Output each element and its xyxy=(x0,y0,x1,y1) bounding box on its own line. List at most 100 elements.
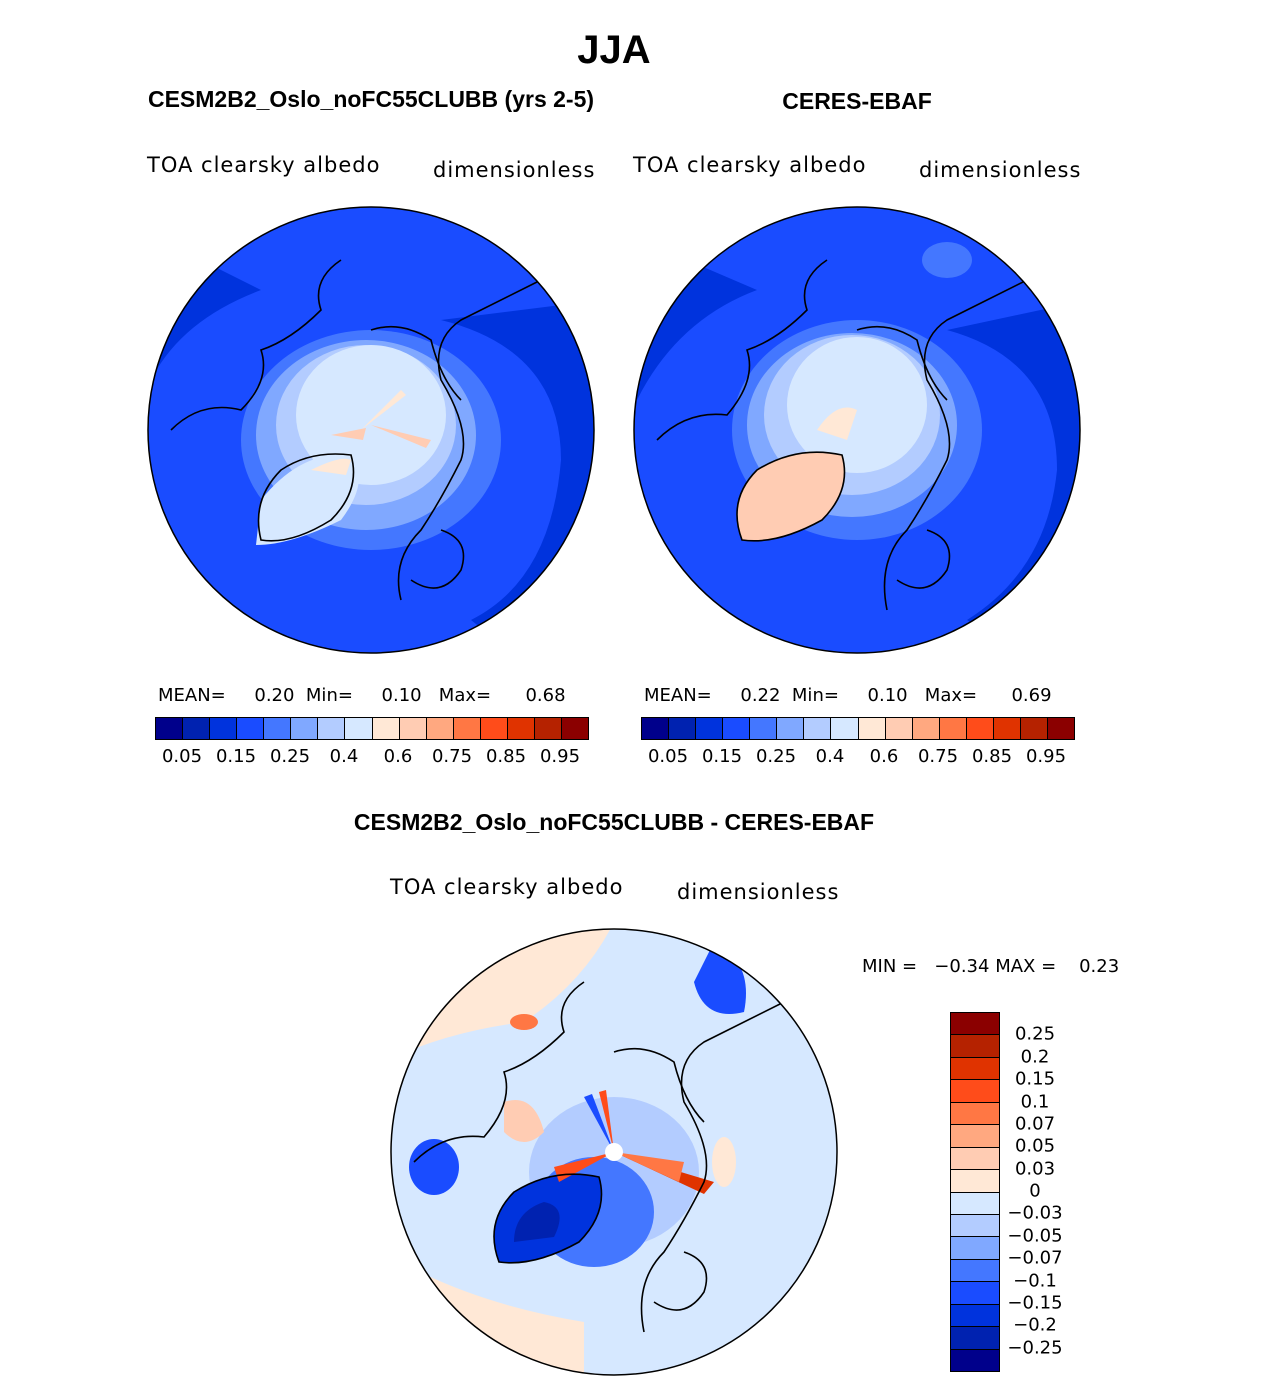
colorbar-swatch xyxy=(264,718,292,739)
colorbar-swatch xyxy=(1020,718,1048,739)
colorbar-tick-label: 0.4 xyxy=(329,746,359,767)
colorbar-swatch xyxy=(561,718,588,739)
colorbar-swatch xyxy=(993,718,1021,739)
diff-min-value: −0.34 xyxy=(934,956,990,977)
diff-colorbar xyxy=(950,1012,1000,1372)
diff-min-label: MIN = xyxy=(862,956,918,977)
colorbar-swatch xyxy=(951,1102,999,1126)
colorbar-swatch xyxy=(237,718,265,739)
colorbar-swatch xyxy=(858,718,886,739)
diff-colorbar-tick-label: −0.25 xyxy=(1007,1337,1063,1359)
max-label: Max= xyxy=(438,685,492,706)
diff-colorbar-tick-label: 0.2 xyxy=(1020,1046,1050,1068)
colorbar-swatch xyxy=(951,1304,999,1328)
colorbar-swatch xyxy=(453,718,481,739)
diff-colorbar-tick-label: 0.1 xyxy=(1020,1091,1050,1112)
panel-1-variable: TOA clearsky albedo xyxy=(147,153,381,177)
colorbar-swatch xyxy=(951,1214,999,1238)
colorbar-swatch xyxy=(966,718,994,739)
diff-heading: CESM2B2_Oslo_noFC55CLUBB - CERES-EBAF xyxy=(353,809,875,835)
colorbar-tick-label: 0.25 xyxy=(755,746,797,767)
mean-value: 0.20 xyxy=(254,685,295,706)
colorbar-swatch xyxy=(951,1080,999,1103)
colorbar-swatch xyxy=(804,718,832,739)
colorbar-swatch xyxy=(669,718,697,739)
mean-label: MEAN= xyxy=(158,685,226,706)
colorbar-swatch xyxy=(696,718,724,739)
diff-max-value: 0.23 xyxy=(1079,956,1120,977)
min-value: 0.10 xyxy=(381,685,422,706)
colorbar-swatch xyxy=(912,718,940,739)
diff-colorbar-tick-label: −0.1 xyxy=(1013,1270,1057,1291)
panel-2-colorbar xyxy=(641,717,1075,740)
colorbar-tick-label: 0.6 xyxy=(383,746,413,767)
colorbar-swatch xyxy=(951,1237,999,1260)
colorbar-swatch xyxy=(345,718,373,739)
panel-1-stats: MEAN= 0.20 Min= 0.10 Max= 0.68 xyxy=(158,685,566,706)
diff-colorbar-tick-label: −0.07 xyxy=(1007,1247,1063,1269)
colorbar-swatch xyxy=(534,718,562,739)
diff-colorbar-tick-label: 0 xyxy=(1029,1180,1041,1202)
colorbar-tick-label: 0.6 xyxy=(869,746,899,767)
diff-colorbar-tick-label: 0.05 xyxy=(1014,1135,1056,1157)
colorbar-swatch xyxy=(951,1035,999,1058)
colorbar-tick-label: 0.75 xyxy=(431,746,473,767)
panel-2-variable: TOA clearsky albedo xyxy=(633,153,867,177)
colorbar-swatch xyxy=(951,1259,999,1283)
colorbar-tick-label: 0.05 xyxy=(161,746,203,767)
colorbar-swatch xyxy=(642,718,670,739)
colorbar-swatch xyxy=(951,1013,999,1036)
colorbar-swatch xyxy=(951,1327,999,1350)
colorbar-swatch xyxy=(777,718,805,739)
colorbar-swatch xyxy=(318,718,346,739)
colorbar-tick-label: 0.85 xyxy=(971,746,1013,767)
panel-1-units: dimensionless xyxy=(433,158,596,182)
colorbar-swatch xyxy=(939,718,967,739)
colorbar-swatch xyxy=(951,1125,999,1148)
colorbar-swatch xyxy=(372,718,400,739)
colorbar-swatch xyxy=(951,1057,999,1081)
colorbar-swatch xyxy=(156,718,184,739)
colorbar-swatch xyxy=(750,718,778,739)
min-value: 0.10 xyxy=(867,685,908,706)
colorbar-swatch xyxy=(507,718,535,739)
min-label: Min= xyxy=(791,685,839,706)
min-label: Min= xyxy=(305,685,353,706)
diff-colorbar-tick-label: −0.2 xyxy=(1013,1314,1057,1336)
diff-min-max: MIN = −0.34 MAX = 0.23 xyxy=(862,956,1119,977)
colorbar-swatch xyxy=(480,718,508,739)
panel-2-units: dimensionless xyxy=(919,158,1082,182)
panel-1-heading: CESM2B2_Oslo_noFC55CLUBB (yrs 2-5) xyxy=(147,86,595,112)
mean-value: 0.22 xyxy=(740,685,781,706)
diff-colorbar-tick-label: 0.07 xyxy=(1014,1113,1056,1135)
max-value: 0.69 xyxy=(1011,685,1052,706)
diff-colorbar-tick-label: −0.03 xyxy=(1007,1202,1063,1224)
colorbar-swatch xyxy=(210,718,238,739)
figure-title: JJA xyxy=(577,28,651,72)
diff-colorbar-tick-label: 0.03 xyxy=(1014,1158,1056,1180)
colorbar-tick-label: 0.75 xyxy=(917,746,959,767)
panel-1-colorbar xyxy=(155,717,589,740)
diff-colorbar-tick-label: 0.25 xyxy=(1014,1023,1056,1045)
diff-variable: TOA clearsky albedo xyxy=(390,875,624,899)
colorbar-swatch xyxy=(831,718,859,739)
max-label: Max= xyxy=(924,685,978,706)
colorbar-tick-label: 0.15 xyxy=(701,746,743,767)
colorbar-tick-label: 0.25 xyxy=(269,746,311,767)
diff-colorbar-tick-label: 0.15 xyxy=(1014,1068,1056,1090)
colorbar-swatch xyxy=(399,718,427,739)
colorbar-tick-label: 0.95 xyxy=(1025,746,1067,767)
panel-2-stats: MEAN= 0.22 Min= 0.10 Max= 0.69 xyxy=(644,685,1052,706)
model-polar-map xyxy=(147,206,595,654)
colorbar-tick-label: 0.95 xyxy=(539,746,581,767)
colorbar-swatch xyxy=(951,1147,999,1171)
colorbar-swatch xyxy=(885,718,913,739)
colorbar-tick-label: 0.85 xyxy=(485,746,527,767)
colorbar-swatch xyxy=(291,718,319,739)
observation-polar-map xyxy=(633,206,1081,654)
mean-label: MEAN= xyxy=(644,685,712,706)
diff-colorbar-tick-label: −0.15 xyxy=(1007,1292,1063,1314)
diff-units: dimensionless xyxy=(677,880,840,904)
colorbar-swatch xyxy=(183,718,211,739)
colorbar-swatch xyxy=(723,718,751,739)
